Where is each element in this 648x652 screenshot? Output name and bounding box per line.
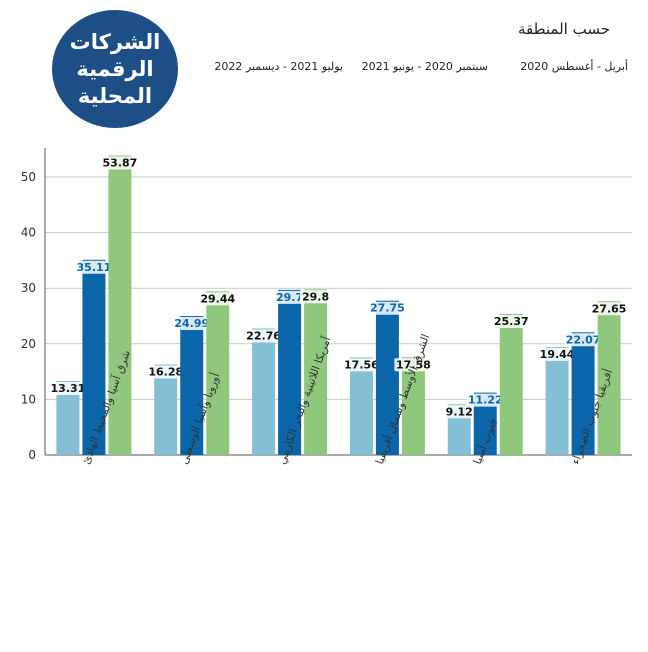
bar (108, 155, 132, 456)
data-label-bg (146, 365, 185, 379)
data-label-bg (394, 358, 433, 372)
legend-item-2: سبتمبر 2020 - يونيو 2021 (361, 60, 488, 73)
data-label-bg (299, 290, 332, 304)
bar (180, 316, 204, 455)
subtitle: حسب المنطقة (517, 20, 610, 38)
y-tick-label: 20 (21, 337, 36, 351)
data-label-bg (564, 333, 603, 347)
bar (473, 392, 497, 455)
legend-item-1: أبريل - أغسطس 2020 (520, 60, 628, 73)
bar (278, 289, 302, 455)
data-label: 17.58 (396, 358, 431, 371)
data-label-bg (342, 358, 381, 372)
bar (499, 313, 523, 455)
bar (545, 346, 569, 455)
bar (206, 291, 230, 455)
data-label: 11.22 (468, 394, 503, 407)
badge-title: الشركات الرقمية المحلية (69, 29, 161, 108)
data-label: 13.31 (51, 382, 86, 395)
bar (401, 357, 425, 455)
bar (82, 259, 106, 455)
data-label-bg (466, 393, 505, 407)
data-label: 29.8 (302, 290, 329, 303)
y-tick-label: 50 (21, 170, 36, 184)
data-label-bg (538, 347, 577, 361)
data-label-bg (443, 405, 475, 419)
data-label: 9.12 (446, 405, 473, 418)
data-label-bg (492, 314, 531, 328)
bar (597, 301, 621, 455)
data-label: 25.37 (494, 315, 529, 328)
data-label: 17.56 (344, 358, 379, 371)
bar (56, 380, 80, 455)
bar (375, 300, 399, 455)
bar (154, 364, 178, 455)
data-label: 35.11 (77, 261, 112, 274)
data-label: 22.07 (566, 333, 601, 346)
data-label: 19.44 (540, 348, 575, 361)
data-label: 22.76 (246, 329, 281, 342)
y-tick-label: 30 (21, 281, 36, 295)
bar (571, 332, 595, 455)
legend-item-3: يوليو 2021 - ديسمبر 2022 (214, 60, 343, 73)
data-label: 29.7 (276, 291, 303, 304)
data-label-bg (368, 301, 407, 315)
y-tick-label: 10 (21, 392, 36, 406)
bar (252, 328, 276, 455)
data-label: 27.75 (370, 302, 405, 315)
data-label-bg (48, 381, 87, 395)
bar (304, 289, 328, 455)
data-label-bg (100, 156, 139, 170)
data-label-bg (244, 329, 283, 343)
data-label: 16.28 (148, 365, 183, 378)
data-label-bg (74, 260, 113, 274)
data-label: 29.44 (200, 292, 235, 305)
y-tick-label: 0 (28, 448, 36, 462)
bar (349, 357, 373, 455)
data-label-bg (273, 290, 306, 304)
data-label: 27.65 (592, 302, 627, 315)
data-label-bg (198, 292, 237, 306)
data-label: 24.99 (174, 317, 209, 330)
data-label: 53.87 (103, 156, 138, 169)
data-label-bg (172, 317, 211, 331)
data-label-bg (590, 302, 629, 316)
title-badge: الشركات الرقمية المحلية (52, 10, 178, 128)
y-tick-label: 40 (21, 226, 36, 240)
